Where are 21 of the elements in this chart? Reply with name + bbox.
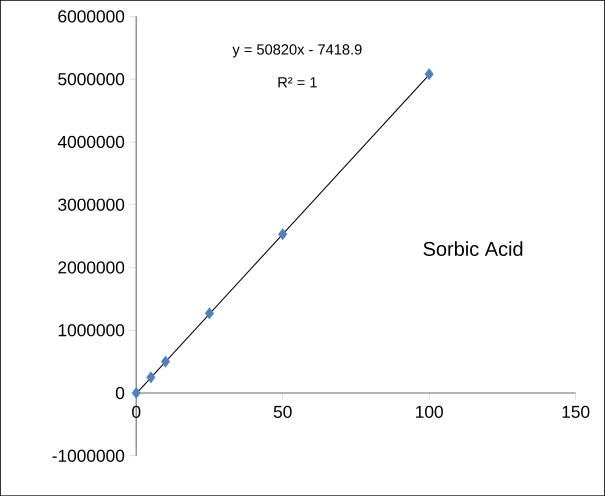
- point: [132, 387, 141, 399]
- y-tick-label: -1000000: [52, 450, 124, 462]
- y-tick-label: 6000000: [58, 10, 124, 22]
- y-tick-label: 2000000: [58, 261, 124, 274]
- x-tick-label: 0: [132, 406, 140, 418]
- y-tick-label: 0: [116, 386, 124, 400]
- annotation: y = 50820x - 7418.9: [232, 44, 362, 58]
- y-tick-label: 3000000: [58, 198, 124, 211]
- point: [424, 68, 434, 80]
- annotation: R² = 1: [278, 77, 317, 88]
- y-tick-label: 1000000: [58, 324, 124, 336]
- y-tick-label: 5000000: [58, 72, 124, 86]
- point: [146, 371, 156, 384]
- point: [204, 307, 214, 320]
- x-tick-label: 50: [274, 406, 292, 418]
- point: [161, 356, 170, 368]
- y-tick-label: 4000000: [58, 136, 124, 148]
- x-tick-label: 150: [562, 406, 590, 418]
- x-tick-label: 100: [416, 406, 443, 418]
- text: Sorbic Acid: [424, 241, 522, 256]
- point: [278, 228, 288, 240]
